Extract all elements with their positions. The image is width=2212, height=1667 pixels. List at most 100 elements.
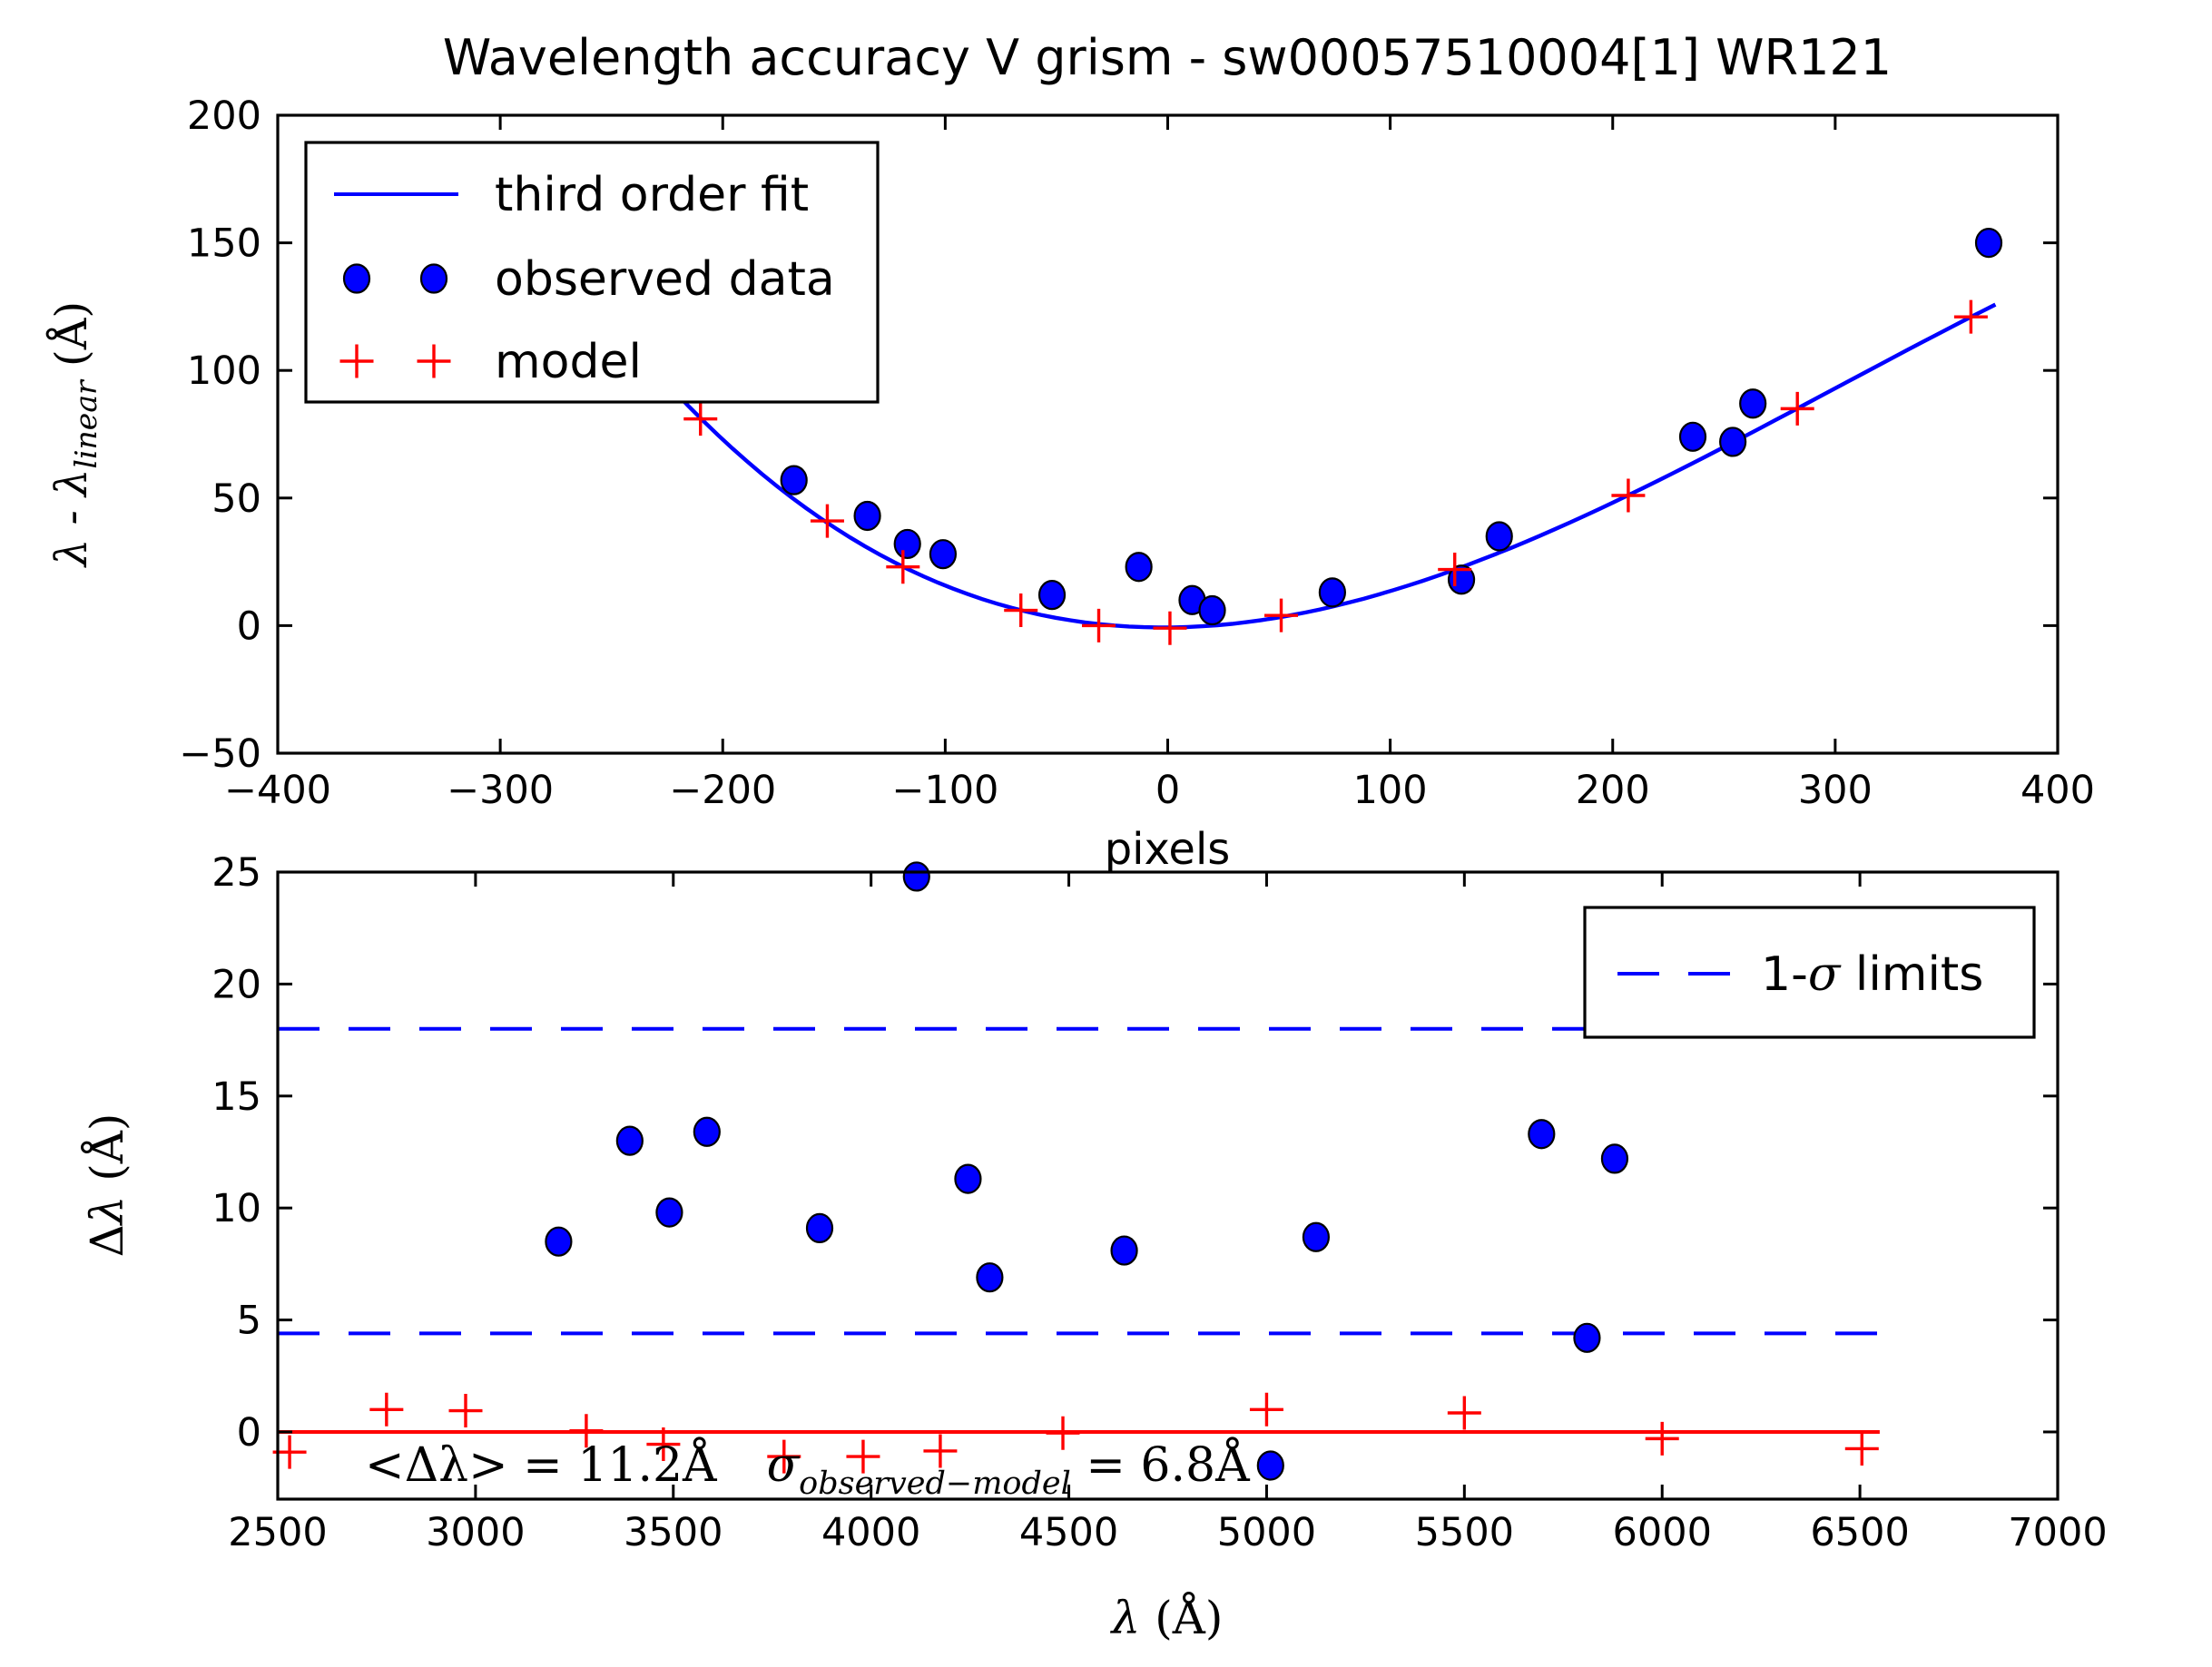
y-tick-label: 200 — [187, 93, 261, 139]
top-plot: −400 −300 −200 −100 0 100 200 300 400 −50 0 50 100 15… — [179, 93, 2095, 813]
annotation-sigma-glyph: σ — [767, 1438, 801, 1493]
observed-point-marker — [1198, 594, 1226, 626]
model-point-marker — [569, 1414, 604, 1448]
x-tick-label: 400 — [2020, 768, 2095, 813]
legend-sigma-suffix: limits — [1840, 947, 1983, 1002]
legend-circle-sample — [342, 263, 371, 294]
model-point-marker — [923, 1434, 958, 1468]
bottom-plot: 2500 3000 3500 4000 4500 5000 5500 6000 6500 7000… — [211, 850, 2107, 1555]
x-tick-label: 0 — [1155, 768, 1180, 813]
observed-point-marker — [1037, 580, 1067, 611]
legend-plus-sample — [339, 344, 374, 378]
observed-point-marker — [693, 1116, 721, 1147]
annotation-sigma-value: = 6.8Å — [1071, 1437, 1251, 1493]
x-tick-label: 100 — [1353, 768, 1428, 813]
x-tick-label: −300 — [447, 768, 554, 813]
observed-point-marker — [976, 1262, 1004, 1293]
top-yaxis-label-subscript: linear — [68, 378, 103, 469]
bottom-xaxis-label: λ (Å) — [1110, 1591, 1224, 1644]
x-tick-label: −400 — [224, 768, 331, 813]
observed-point-marker — [805, 1212, 834, 1243]
bottom-legend-box — [1583, 906, 2036, 1039]
observed-point-marker — [1719, 427, 1747, 457]
model-point-marker — [846, 1439, 880, 1474]
model-point-marker — [1780, 391, 1814, 426]
observed-point-marker — [893, 528, 921, 560]
observed-point-marker — [902, 861, 930, 892]
top-xaxis-label: pixels — [1105, 824, 1231, 875]
bottom-xaxis-lambda: λ — [1110, 1592, 1141, 1644]
chart-title: Wavelength accuracy V grism - sw00057510… — [443, 29, 1892, 86]
x-tick-label: 300 — [1798, 768, 1873, 813]
top-legend-box — [304, 141, 880, 404]
y-tick-label: −50 — [179, 731, 261, 777]
observed-point-marker — [1739, 388, 1767, 419]
x-tick-label: 3500 — [624, 1510, 723, 1555]
y-tick-label: 15 — [211, 1074, 261, 1120]
observed-point-marker — [1302, 1221, 1331, 1252]
model-point-marker — [1264, 598, 1299, 632]
bottom-yaxis-unit: (Å) — [80, 1113, 133, 1196]
legend-circle-sample — [419, 263, 448, 294]
model-point-marker — [1249, 1392, 1283, 1427]
x-tick-label: 4000 — [821, 1510, 920, 1555]
model-point-marker — [1953, 299, 1988, 334]
top-legend: third order fit observed data model — [304, 141, 880, 404]
observed-point-marker — [1485, 521, 1513, 552]
model-point-marker — [369, 1392, 404, 1427]
y-tick-label: 5 — [237, 1299, 261, 1344]
top-yaxis-label-main: λ - λ — [46, 469, 97, 569]
observed-point-marker — [1256, 1450, 1284, 1481]
top-yaxis-label: λ - λlinear (Å) — [45, 301, 103, 568]
model-point-marker — [810, 504, 844, 538]
model-point-marker — [1438, 553, 1472, 587]
model-point-marker — [683, 402, 718, 436]
legend-label-observed: observed data — [495, 252, 835, 307]
legend-label-fit: third order fit — [495, 168, 809, 222]
x-tick-label: −200 — [669, 768, 776, 813]
legend-sigma-glyph: σ — [1808, 947, 1842, 1002]
x-tick-label: 6000 — [1613, 1510, 1712, 1555]
model-point-marker — [1645, 1421, 1679, 1456]
model-point-marker — [1611, 478, 1646, 513]
top-yaxis-label-unit: (Å) — [45, 301, 97, 380]
y-tick-label: 0 — [237, 1410, 261, 1456]
x-tick-label: 5000 — [1217, 1510, 1316, 1555]
legend-label-sigma-limits: 1-σ limits — [1761, 947, 1983, 1002]
observed-point-marker — [1528, 1119, 1556, 1150]
y-tick-label: 50 — [211, 476, 261, 522]
x-tick-label: 7000 — [2008, 1510, 2107, 1555]
bottom-legend: 1-σ limits — [1583, 906, 2036, 1039]
observed-point-marker — [1600, 1143, 1629, 1174]
x-tick-label: 2500 — [228, 1510, 327, 1555]
bottom-yaxis-label: Δλ (Å) — [80, 1113, 133, 1258]
legend-sigma-prefix: 1- — [1761, 947, 1808, 1002]
model-point-marker — [1447, 1396, 1481, 1430]
observed-point-marker — [1318, 577, 1346, 608]
model-point-marker — [646, 1427, 681, 1462]
observed-point-marker — [655, 1197, 683, 1228]
x-tick-label: 200 — [1576, 768, 1650, 813]
observed-point-marker — [545, 1226, 573, 1257]
x-tick-label: 3000 — [426, 1510, 525, 1555]
bottom-yaxis-lambda: λ — [81, 1196, 133, 1227]
model-point-marker — [767, 1439, 801, 1474]
annotation-mean: <Δλ> = 11.2Å — [365, 1437, 718, 1493]
y-tick-label: 20 — [211, 962, 261, 1007]
legend-plus-sample — [417, 344, 451, 378]
model-point-marker — [1153, 611, 1187, 645]
annotation-sigma-subscript: observed−model — [799, 1466, 1071, 1502]
x-tick-label: −100 — [891, 768, 998, 813]
y-tick-label: 25 — [211, 850, 261, 896]
observed-point-marker — [1573, 1322, 1601, 1353]
observed-point-marker — [853, 500, 881, 532]
x-tick-label: 5500 — [1415, 1510, 1514, 1555]
observed-point-marker — [1678, 421, 1707, 452]
observed-point-marker — [1110, 1235, 1138, 1266]
y-tick-label: 0 — [237, 603, 261, 649]
model-point-marker — [1004, 593, 1038, 628]
model-point-marker — [1082, 608, 1116, 642]
model-point-marker — [1844, 1431, 1879, 1466]
